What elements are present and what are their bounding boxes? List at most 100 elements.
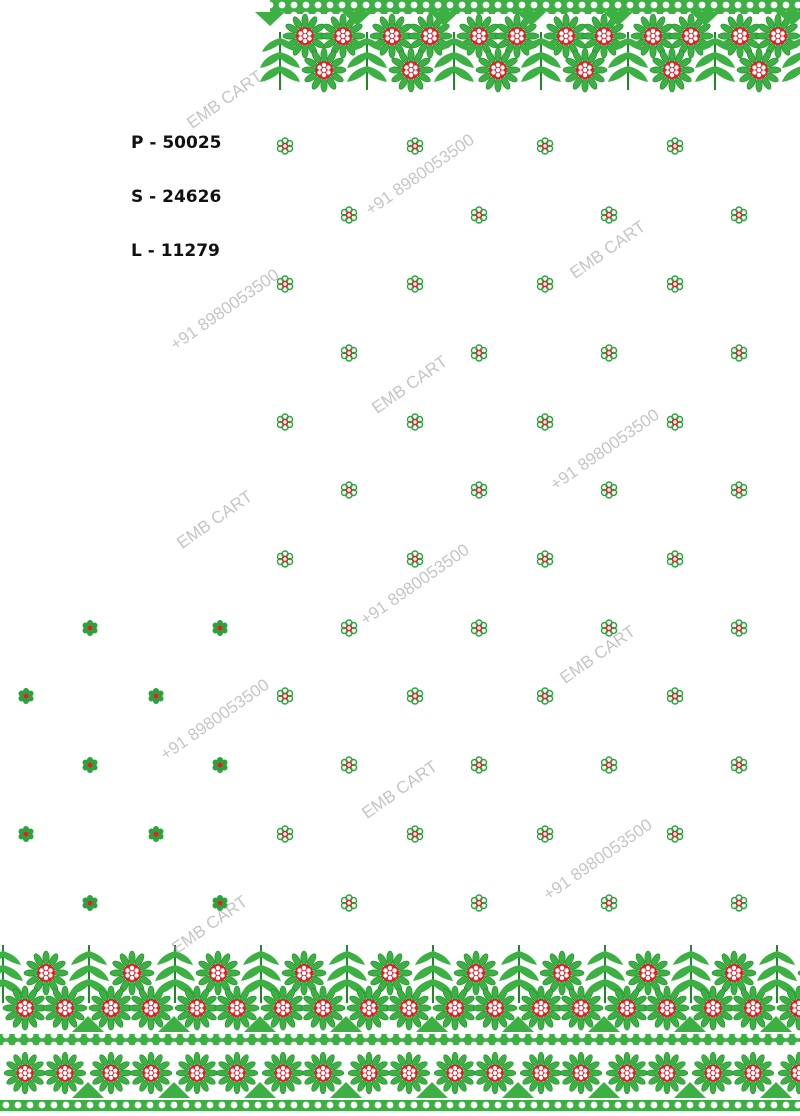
flower-motif [470,206,488,224]
chain-band [270,0,800,14]
flower-motif [406,550,424,568]
bloom-motif [387,1051,431,1095]
triangle-motif [429,12,459,26]
flower-motif [276,687,294,705]
flower-motif [730,344,748,362]
triangle-motif [342,12,372,26]
triangle-motif [588,1016,620,1032]
bloom-motif [300,985,346,1031]
flower-motif [470,619,488,637]
bloom-motif [2,985,48,1031]
design-code-p: P - 50025 [131,133,222,153]
triangle-motif [777,12,800,26]
bloom-motif [690,985,736,1031]
bloom-motif [367,950,413,996]
bloom-motif [301,1051,345,1095]
scattered-flower-motifs [18,137,748,912]
bloom-motif [736,47,782,93]
bloom-motif [3,1051,47,1095]
triangle-motif [690,12,720,26]
bloom-motif [730,985,776,1031]
bloom-motif [215,1051,259,1095]
flower-motif [340,206,358,224]
triangle-motif [416,1016,448,1032]
triangle-motif [330,1016,362,1032]
flower-motif [406,275,424,293]
bloom-motif [559,1051,603,1095]
bloom-motif [174,985,220,1031]
flower-motif [600,894,618,912]
flower-motif [276,275,294,293]
bloom-motif [260,985,306,1031]
triangle-motif [244,1016,276,1032]
bloom-motif [731,1051,775,1095]
flower-motif [536,413,554,431]
triangle-motif [158,1016,190,1032]
bloom-motif [562,47,608,93]
triangle-motif [72,1016,104,1032]
bloom-motif [42,985,88,1031]
bloom-motif [649,47,695,93]
flower-motif [600,481,618,499]
design-code-s: S - 24626 [131,187,222,207]
triangle-motif [502,1082,534,1098]
flower-motif [340,894,358,912]
triangle-motif [502,1016,534,1032]
bloom-motif [717,13,763,59]
flower-motif [18,688,34,704]
bloom-motif [43,1051,87,1095]
flower-motif [82,757,98,773]
flower-motif [18,826,34,842]
flower-motif [406,413,424,431]
flower-motif [82,620,98,636]
flower-motif [82,895,98,911]
bloom-motif [23,950,69,996]
flower-motif [212,895,228,911]
flower-motif [666,413,684,431]
design-code-l: L - 11279 [131,241,220,261]
flower-motif [536,825,554,843]
bloom-motif [711,950,757,996]
flower-motif [600,619,618,637]
bloom-motif [281,950,327,996]
top-border [255,0,800,93]
flower-motif [730,894,748,912]
bloom-motif [473,1051,517,1095]
bloom-motif [630,13,676,59]
bloom-motif [691,1051,735,1095]
flower-motif [666,825,684,843]
flower-motif [276,137,294,155]
flower-motif [406,825,424,843]
bloom-motif [128,985,174,1031]
bloom-motif [644,985,690,1031]
triangle-motif [603,12,633,26]
triangle-motif [72,1082,104,1098]
bloom-motif [109,950,155,996]
triangle-motif [255,12,285,26]
flower-motif [340,344,358,362]
flower-motif [600,756,618,774]
flower-motif [666,550,684,568]
triangle-motif [158,1082,190,1098]
bloom-motif [129,1051,173,1095]
flower-motif [470,481,488,499]
flower-motif [276,550,294,568]
triangle-motif [330,1082,362,1098]
flower-motif [212,757,228,773]
bloom-motif [475,47,521,93]
bloom-motif [89,1051,133,1095]
flower-motif [730,206,748,224]
bloom-motif [604,985,650,1031]
flower-motif [730,481,748,499]
flower-motif [536,550,554,568]
bloom-motif [282,13,328,59]
bloom-motif [472,985,518,1031]
bloom-motif [301,47,347,93]
bloom-motif [543,13,589,59]
flower-motif [536,275,554,293]
bloom-motif [347,1051,391,1095]
flower-motif [276,825,294,843]
bloom-motif [539,950,585,996]
triangle-motif [674,1082,706,1098]
flower-motif [536,137,554,155]
